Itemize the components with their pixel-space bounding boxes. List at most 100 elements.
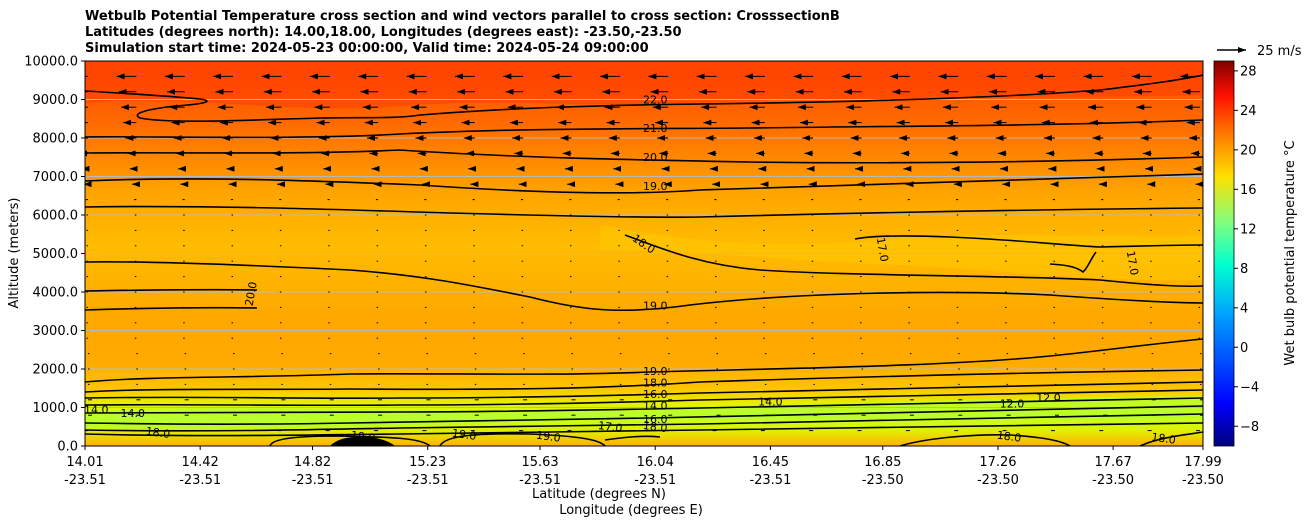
contour-label-text: 19.0 (643, 180, 668, 193)
colorbar-tick-label: 16 (1240, 183, 1257, 198)
contour-line (1049, 251, 1097, 274)
contour-label-text: 20.0 (643, 151, 668, 164)
contour-line (85, 397, 1203, 414)
y-tick-label: 8000.0 (33, 132, 79, 147)
x-tick-label-lon: -23.51 (292, 473, 334, 488)
contour-lines (85, 74, 1203, 446)
contour-label: 18.0 (643, 376, 668, 389)
y-tick-label: 5000.0 (33, 247, 79, 262)
x-axis-label-longitude: Longitude (degrees E) (559, 503, 703, 518)
wind-vectors (85, 73, 1203, 432)
colorbar-ticks: −8 −4 0 4 8 12 16 20 24 28 (1234, 64, 1259, 435)
contour-label: 12.0 (1036, 392, 1061, 405)
quiver-key-label: 25 m/s (1257, 44, 1302, 59)
contour-label: 16.0 (643, 388, 668, 401)
contour-label: 18.0 (996, 429, 1022, 445)
x-tick-label-lon: -23.50 (1182, 473, 1224, 488)
x-tick-label-lat: 14.82 (294, 455, 331, 470)
x-tick-label-lon: -23.51 (179, 473, 221, 488)
x-tick-label-lon: -23.51 (749, 473, 791, 488)
x-tick-label-lon: -23.50 (977, 473, 1019, 488)
contour-label-text: 14.0 (121, 407, 146, 420)
contour-label: 19.0 (535, 429, 561, 445)
x-tick-label-lon: -23.50 (1092, 473, 1134, 488)
contour-label-text: 12.0 (1000, 398, 1025, 411)
y-tick-label: 1000.0 (33, 401, 79, 416)
contour-label-text: 20.0 (243, 281, 260, 307)
contour-line (85, 261, 1203, 312)
x-tick-label-lon: -23.50 (862, 473, 904, 488)
x-tick-label-lat: 16.04 (637, 455, 674, 470)
y-axis-label: Altitude (meters) (7, 198, 22, 309)
contour-label: 14.0 (758, 396, 783, 409)
contour-line (85, 74, 1203, 122)
colorbar-label: Wet bulb potential temperature °C (1283, 140, 1298, 365)
contour-label-text: 19.0 (643, 299, 668, 312)
contour-label-text: 16.0 (643, 413, 668, 426)
x-axis: 14.01 -23.51 14.42 -23.51 14.82 -23.51 15.23 -2… (64, 446, 1224, 488)
y-tick-label: 2000.0 (33, 363, 79, 378)
contour-label-text: 19.0 (535, 429, 561, 445)
contour-line (899, 434, 1071, 446)
contour-label-text: 18.0 (642, 419, 668, 435)
contour-line (854, 235, 1203, 248)
contour-line (85, 173, 1203, 194)
contour-line (269, 435, 431, 446)
contour-labels: 22.021.020.019.018.0 17.017.020.0 19.019.0… (84, 93, 1177, 446)
colorbar-tick-label: 20 (1240, 143, 1257, 158)
colorbar-tick-label: 0 (1240, 341, 1248, 356)
y-axis: 0.0 1000.0 2000.0 3000.0 4000.0 5000.0 6000.0 7… (24, 55, 85, 455)
contour-label-text: 14.0 (643, 399, 668, 412)
x-tick-label-lat: 15.63 (521, 455, 558, 470)
contour-line (85, 338, 1203, 383)
x-tick-label-lon: -23.51 (64, 473, 106, 488)
contour-line (85, 288, 258, 292)
y-tick-label: 10000.0 (24, 55, 78, 70)
x-tick-label-lat: 14.42 (182, 455, 219, 470)
contour-label: 17.0 (597, 419, 623, 435)
contour-label: 14.0 (84, 403, 109, 416)
contour-label: 17.0 (874, 236, 891, 262)
y-tick-label: 9000.0 (33, 93, 79, 108)
contour-label: 19.0 (643, 365, 668, 378)
contour-label: 21.0 (643, 122, 668, 135)
colorbar-tick-label: 4 (1240, 301, 1248, 316)
x-tick-label-lat: 14.01 (66, 455, 103, 470)
colorbar-tick-label: 12 (1240, 222, 1257, 237)
contour-line (85, 405, 1203, 425)
contour-label-text: 19.0 (350, 429, 376, 445)
contour-label-text: 14.0 (758, 396, 783, 409)
x-tick-label-lat: 15.23 (409, 455, 446, 470)
contour-line (85, 389, 1203, 407)
contour-line (439, 432, 606, 446)
contour-label: 17.0 (1124, 250, 1141, 276)
contour-label: 18.0 (145, 425, 171, 441)
contour-label: 20.0 (643, 151, 668, 164)
x-tick-label-lat: 17.67 (1095, 455, 1132, 470)
x-axis-label-latitude: Latitude (degrees N) (532, 487, 666, 502)
contour-label: 14.0 (643, 399, 668, 412)
y-tick-label: 3000.0 (33, 324, 79, 339)
contour-label-text: 17.0 (874, 236, 891, 262)
contour-line (85, 149, 1203, 164)
contour-label: 18.0 (1151, 431, 1177, 447)
contour-label-text: 18.0 (145, 425, 171, 441)
x-tick-label-lon: -23.51 (407, 473, 449, 488)
contour-label: 19.0 (643, 299, 668, 312)
contour-label-text: 19.0 (451, 427, 477, 443)
x-tick-label-lat: 17.26 (979, 455, 1016, 470)
colorbar-tick-label: 28 (1240, 64, 1257, 79)
x-tick-label-lat: 16.45 (752, 455, 789, 470)
contour-line (1139, 431, 1203, 446)
contour-label: 14.0 (121, 407, 146, 420)
contour-label-text: 21.0 (643, 122, 668, 135)
contour-line (85, 413, 1203, 432)
x-tick-label-lon: -23.51 (519, 473, 561, 488)
colorbar-tick-label: 24 (1240, 104, 1257, 119)
contour-label-text: 16.0 (643, 388, 668, 401)
contour-line (85, 205, 1203, 219)
contour-label: 19.0 (451, 427, 477, 443)
contour-label: 16.0 (643, 413, 668, 426)
contour-label: 18.0 (642, 419, 668, 435)
